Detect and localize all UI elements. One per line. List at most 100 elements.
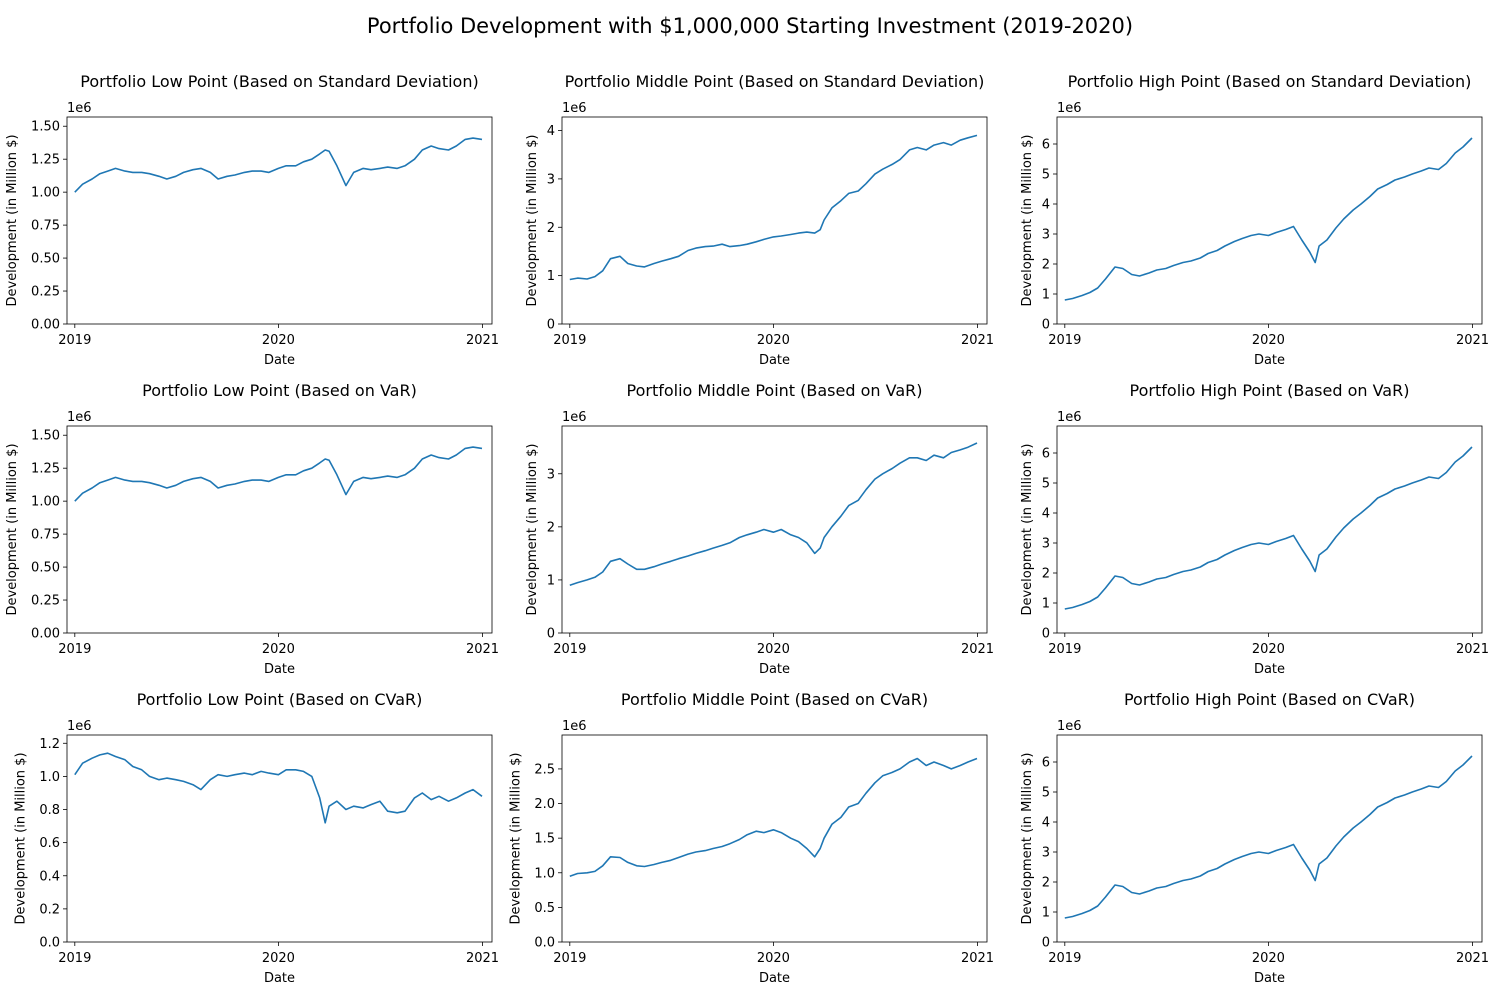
x-tick-label: 2019 — [553, 333, 586, 348]
y-tick-label: 3 — [547, 467, 555, 482]
y-tick-label: 4 — [1042, 816, 1050, 831]
y-tick-label: 0 — [1042, 318, 1050, 333]
y-tick-label: 5 — [1042, 786, 1050, 801]
x-tick-label: 2021 — [1456, 951, 1489, 966]
x-tick-label: 2021 — [466, 642, 499, 657]
x-axis-label: Date — [759, 353, 790, 368]
y-axis-label: Development (in Million $) — [1020, 752, 1035, 924]
plot-frame — [66, 116, 493, 325]
x-tick-label: 2020 — [262, 951, 295, 966]
y-tick-label: 0.50 — [31, 561, 60, 576]
y-tick-label: 5 — [1042, 477, 1050, 492]
chart-panel-4: Portfolio Low Point (Based on VaR) 1e6 201… — [5, 381, 499, 677]
x-tick-label: 2021 — [961, 951, 994, 966]
series-line — [569, 442, 978, 586]
series-line — [569, 757, 978, 877]
y-tick-label: 0.25 — [31, 285, 60, 300]
series-line — [74, 752, 483, 824]
y-tick-label: 1 — [1042, 597, 1050, 612]
y-tick-label: 0.5 — [534, 901, 555, 916]
y-tick-label: 1 — [1042, 288, 1050, 303]
y-axis-label: Development (in Million $) — [525, 443, 540, 615]
y-tick-label: 0 — [547, 627, 555, 642]
x-tick-label: 2019 — [553, 951, 586, 966]
y-tick-label: 3 — [1042, 228, 1050, 243]
y-tick-label: 4 — [1042, 507, 1050, 522]
chart-title: Portfolio High Point (Based on Standard … — [1068, 72, 1472, 91]
series-line — [1064, 446, 1473, 610]
x-axis-label: Date — [1254, 662, 1285, 677]
offset-label: 1e6 — [67, 101, 92, 116]
y-tick-label: 0.75 — [31, 219, 60, 234]
y-axis-label: Development (in Million $) — [1020, 443, 1035, 615]
y-tick-label: 3 — [1042, 846, 1050, 861]
y-tick-label: 2 — [1042, 567, 1050, 582]
plot-frame — [1056, 425, 1483, 634]
y-axis-label: Development (in Million $) — [1020, 134, 1035, 306]
y-tick-label: 2 — [1042, 876, 1050, 891]
y-tick-label: 1.50 — [31, 429, 60, 444]
x-tick-label: 2020 — [757, 642, 790, 657]
offset-label: 1e6 — [67, 410, 92, 425]
y-tick-label: 6 — [1042, 756, 1050, 771]
plot-frame — [1056, 734, 1483, 943]
x-tick-label: 2021 — [961, 333, 994, 348]
y-axis-label: Development (in Million $) — [508, 752, 523, 924]
series-line — [1064, 755, 1473, 919]
x-tick-label: 2019 — [58, 333, 91, 348]
y-tick-label: 1 — [547, 573, 555, 588]
y-tick-label: 0.50 — [31, 252, 60, 267]
y-tick-label: 0.00 — [31, 318, 60, 333]
x-tick-label: 2021 — [961, 642, 994, 657]
y-tick-label: 0 — [1042, 627, 1050, 642]
y-tick-label: 0.25 — [31, 594, 60, 609]
offset-label: 1e6 — [1057, 410, 1082, 425]
chart-panel-9: Portfolio High Point (Based on CVaR) 1e6 2… — [1020, 690, 1489, 986]
x-tick-label: 2021 — [466, 333, 499, 348]
x-tick-label: 2020 — [262, 642, 295, 657]
offset-label: 1e6 — [562, 719, 587, 734]
plot-frame — [561, 425, 988, 634]
x-axis-label: Date — [264, 662, 295, 677]
x-tick-label: 2019 — [58, 642, 91, 657]
y-tick-label: 0.0 — [534, 936, 555, 951]
x-tick-label: 2020 — [1252, 951, 1285, 966]
y-tick-label: 0.2 — [39, 902, 60, 917]
chart-panel-2: Portfolio Middle Point (Based on Standar… — [525, 72, 994, 368]
x-axis-label: Date — [264, 971, 295, 986]
chart-title: Portfolio Low Point (Based on VaR) — [142, 381, 417, 400]
y-tick-label: 4 — [547, 124, 555, 139]
y-tick-label: 2.0 — [534, 797, 555, 812]
chart-title: Portfolio Low Point (Based on Standard D… — [80, 72, 478, 91]
y-tick-label: 2.5 — [534, 762, 555, 777]
plot-frame — [66, 734, 493, 943]
offset-label: 1e6 — [67, 719, 92, 734]
y-tick-label: 2 — [547, 520, 555, 535]
series-line — [74, 446, 483, 502]
y-tick-label: 0.8 — [39, 803, 60, 818]
chart-panel-6: Portfolio High Point (Based on VaR)1e620… — [1020, 381, 1489, 677]
x-tick-label: 2019 — [553, 642, 586, 657]
offset-label: 1e6 — [562, 410, 587, 425]
y-tick-label: 1 — [1042, 906, 1050, 921]
y-tick-label: 0.0 — [39, 936, 60, 951]
x-tick-label: 2020 — [1252, 333, 1285, 348]
y-tick-label: 1.00 — [31, 186, 60, 201]
y-tick-label: 6 — [1042, 138, 1050, 153]
x-tick-label: 2019 — [1048, 951, 1081, 966]
plot-frame — [66, 425, 493, 634]
x-tick-label: 2020 — [262, 333, 295, 348]
plot-frame — [561, 116, 988, 325]
plot-frame — [561, 734, 988, 943]
offset-label: 1e6 — [1057, 719, 1082, 734]
y-tick-label: 3 — [547, 172, 555, 187]
y-tick-label: 6 — [1042, 447, 1050, 462]
y-axis-label: Development (in Million $) — [525, 134, 540, 306]
y-tick-label: 0 — [547, 318, 555, 333]
y-tick-label: 0.6 — [39, 836, 60, 851]
x-tick-label: 2021 — [1456, 642, 1489, 657]
chart-title: Portfolio Middle Point (Based on Standar… — [565, 72, 985, 91]
chart-title: Portfolio Middle Point (Based on VaR) — [627, 381, 923, 400]
x-tick-label: 2019 — [58, 951, 91, 966]
y-tick-label: 1 — [547, 269, 555, 284]
